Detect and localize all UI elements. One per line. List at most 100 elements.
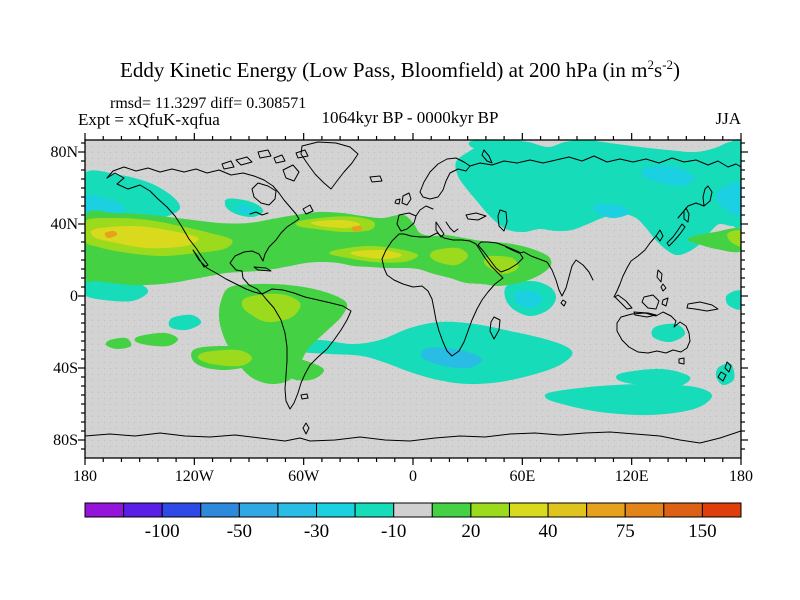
coastline-3 (251, 182, 277, 206)
region-south-america-positive-se-lobe (286, 359, 325, 381)
region-atlantic-yellow (310, 219, 361, 229)
y-axis-label: 0 (70, 288, 78, 305)
region-great-lakes-core (237, 204, 254, 215)
coastline-8 (235, 156, 253, 166)
region-brazil-yellowgreen (241, 293, 301, 323)
coastline-0 (106, 172, 263, 295)
axis-ticks-layer (78, 133, 748, 465)
coastline-26 (465, 212, 487, 221)
colorbar-segment-15 (663, 502, 703, 518)
colorbar-segment-2 (161, 502, 202, 518)
region-se-pacific-negative (168, 314, 202, 331)
experiment-label: Expt = xQfuK-xqfua (78, 110, 220, 129)
region-arabia-yellowgreen-west (429, 247, 469, 266)
coastline-49 (724, 361, 732, 373)
coastline-45 (660, 283, 667, 292)
region-right-edge-yellowgreen (727, 230, 741, 247)
colorbar-segment-9 (431, 502, 472, 518)
region-pacific-yellow-west (90, 225, 199, 249)
x-axis-label: 180 (729, 468, 753, 485)
title-units-s: s (653, 58, 663, 82)
season-label: JJA (715, 109, 741, 128)
region-ne-australia-negative (651, 323, 686, 343)
coastline-42 (641, 294, 660, 310)
colorbar-segment-5 (277, 502, 318, 518)
x-axis-label: 180 (73, 468, 97, 485)
coastline-25 (419, 157, 471, 200)
colorbar-label: -100 (145, 521, 180, 542)
coastline-36 (523, 251, 594, 297)
colorbar-segment-3 (200, 502, 240, 518)
region-nw-africa-yellow (350, 249, 403, 260)
anomaly-regions-layer (85, 140, 741, 416)
coastline-38 (505, 246, 525, 254)
coastline-31 (677, 202, 705, 219)
colorbar-label: 20 (461, 521, 480, 542)
coastline-47 (616, 311, 691, 354)
region-pacific-orange-speck (104, 230, 118, 239)
colorbar-segment-16 (701, 502, 742, 518)
colorbar-segment-14 (624, 502, 665, 518)
x-axis-label: 60W (288, 468, 320, 485)
coastline-33 (666, 223, 686, 247)
y-axis-label: 40S (53, 360, 78, 377)
coastline-50 (717, 371, 727, 382)
coastline-18 (489, 316, 501, 340)
colorbar-segment-10 (470, 502, 510, 518)
region-tasman-negative (615, 368, 691, 388)
y-axis-label: 40N (50, 216, 78, 233)
region-mongolia-core (593, 203, 629, 219)
coastline-37 (560, 299, 567, 307)
colorbar-segment-0 (84, 502, 125, 518)
colorbar-segment-4 (238, 502, 279, 518)
region-indian-ocean-equator-core (514, 290, 542, 309)
coastline-16 (300, 393, 309, 400)
coastline-28 (469, 155, 741, 168)
title-text: Eddy Kinetic Energy (Low Pass, Bloomfiel… (120, 58, 648, 82)
x-axis-label: 120W (175, 468, 215, 485)
colorbar-segment-13 (586, 502, 626, 518)
coastline-12 (221, 160, 235, 170)
region-siberia-top-patch (468, 140, 502, 151)
coastline-15 (261, 288, 352, 410)
coastline-34 (655, 229, 664, 242)
coastline-52 (302, 422, 310, 435)
colorbar-label: 75 (616, 521, 635, 542)
colorbar-label: -10 (381, 521, 406, 542)
coastline-22 (445, 221, 459, 233)
title-close-paren: ) (672, 58, 680, 82)
coastline-35 (613, 235, 657, 298)
region-se-pacific-green-small-1 (105, 337, 132, 350)
colorbar-segment-1 (123, 502, 163, 518)
axis-labels-layer: 180 120W 60W 0 60E 120E 180 80N 40N 0 40S 80S (50, 144, 753, 485)
title-superscript-minus2: -2 (662, 57, 673, 72)
colorbar-segment-11 (508, 502, 549, 518)
coastline-39 (477, 241, 524, 273)
region-nh-subtropical-band-positive (85, 210, 552, 286)
colorbar-label: -50 (227, 521, 252, 542)
coastline-40 (614, 294, 633, 310)
coastlines-layer (85, 141, 741, 444)
y-axis-label: 80N (50, 144, 78, 161)
period-label: 1064kyr BP - 0000kyr BP (321, 108, 499, 127)
coastline-19 (396, 212, 417, 232)
coastline-43 (661, 297, 669, 307)
x-axis-label: 120E (615, 468, 649, 485)
coastline-13 (300, 141, 359, 190)
colorbar-segment-8 (393, 502, 433, 518)
coastline-10 (273, 154, 286, 164)
coastline-9 (257, 149, 272, 159)
region-south-of-australia-negative (544, 383, 713, 416)
colorbar-label: -30 (304, 521, 329, 542)
coastline-6 (253, 266, 272, 272)
rmsd-diff-stats: rmsd= 11.3297 diff= 0.308571 (110, 95, 307, 112)
chart-title: Eddy Kinetic Energy (Low Pass, Bloomfiel… (0, 57, 800, 83)
coastline-32 (683, 207, 690, 223)
colorbar-segment-7 (354, 502, 395, 518)
region-bering-east-core (715, 182, 741, 216)
colorbar-segment-12 (547, 502, 588, 518)
coastline-11 (295, 149, 309, 159)
x-axis-label: 60E (509, 468, 535, 485)
